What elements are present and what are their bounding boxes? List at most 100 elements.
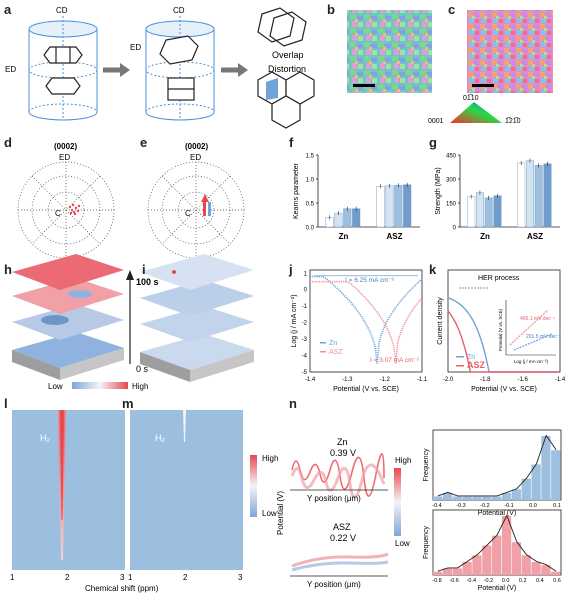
nmr-tick-2: 2 (65, 573, 70, 582)
bar (352, 208, 361, 228)
legend-swatch (320, 342, 326, 344)
panel-label-m: m (122, 396, 134, 411)
nmr-tick-3b: 3 (238, 573, 243, 582)
nmr-tick-1b: 1 (128, 573, 133, 582)
histogram-bar (472, 496, 482, 500)
histogram-bar (482, 496, 492, 500)
hi-high: High (132, 382, 148, 391)
x-tick-label: -1.1 (417, 377, 428, 383)
histogram-bar (492, 496, 502, 500)
x-axis-label: Potential (V) (478, 510, 517, 517)
cylinder-2 (145, 16, 215, 121)
y-tick-label: -1 (302, 304, 308, 310)
bar (493, 195, 502, 228)
panel-label-c: c (448, 2, 456, 17)
category-label: Zn (339, 232, 349, 241)
tafel-zn: 201.5 mV dec⁻¹ (526, 334, 561, 340)
bar (394, 185, 403, 228)
histogram-bar (531, 561, 541, 575)
histogram-bar (472, 555, 482, 575)
n-zn-value: 0.39 V (330, 448, 356, 458)
histogram-bar (462, 561, 472, 575)
n-xlabel-bottom: Y position (μm) (307, 580, 361, 589)
h2-label-m: H₂ (155, 433, 165, 443)
panel-label-j: j (289, 262, 293, 277)
histogram-bar (433, 571, 443, 575)
x-tick-label: 0.6 (553, 578, 561, 584)
nmr-tick-3a: 3 (120, 573, 125, 582)
x-tick-label: -0.4 (467, 578, 476, 584)
ipf-0001: 0001 (428, 118, 444, 125)
histogram-bar (541, 565, 551, 575)
inset-axes (505, 300, 556, 356)
legend-swatch (456, 365, 464, 367)
y-axis-label: Log (j / mA cm⁻²) (291, 294, 298, 347)
y-tick-label: -5 (302, 370, 308, 376)
panel-label-h: h (4, 262, 12, 277)
histogram-bar (521, 555, 531, 575)
y-tick-label: 450 (446, 154, 457, 160)
bar (343, 208, 352, 228)
n-high: High (395, 456, 411, 465)
hex-basal-1 (45, 77, 81, 95)
chart-tafel: -1.4 -1.3 -1.2 -1.1 1 0 -1 -2 -3 -4 -5 Potential (V… (291, 269, 428, 393)
histogram-bar (452, 568, 462, 575)
pole-title-d: (0002) (54, 142, 77, 151)
n-low: Low (395, 539, 410, 548)
panel-label-f: f (289, 135, 294, 150)
bar (526, 160, 534, 228)
bar (543, 163, 552, 228)
nmr-tick-2b: 2 (183, 573, 188, 582)
category-label: ASZ (387, 232, 403, 241)
inset-zn-line (513, 333, 553, 351)
nmr-map-m: H₂ (130, 410, 243, 570)
y-axis-label: Current density (437, 297, 444, 345)
legend-label: ASZ (329, 349, 343, 356)
y-tick-label: 1.5 (306, 154, 315, 160)
hex-prism-1 (43, 46, 83, 64)
cd-label-1: CD (56, 6, 68, 15)
pole-figure-e: (0002) ED C (147, 142, 245, 259)
x-tick-label: -0.4 (432, 503, 441, 509)
histogram-bar (433, 496, 443, 500)
rect-2 (167, 77, 195, 101)
i-asz-label: I = 3.07 mA cm⁻² (370, 357, 420, 364)
pole-points-d (68, 203, 81, 216)
series-line-zn (310, 275, 423, 364)
panel-label-l: l (4, 396, 8, 411)
legend-label: Zn (329, 340, 337, 347)
x-tick-label: -2.0 (443, 377, 454, 383)
fit-curve (437, 434, 557, 497)
y-tick-label: -2 (302, 321, 308, 327)
bar (467, 196, 476, 228)
panel-label-d: d (4, 135, 12, 150)
x-tick-label: -0.1 (504, 503, 513, 509)
x-tick-label: 0.4 (536, 578, 544, 584)
x-tick-label: -0.2 (484, 578, 493, 584)
histogram-bar (452, 496, 462, 500)
bar (517, 162, 526, 228)
inset-xlabel: Log (j / mA cm⁻²) (514, 359, 549, 364)
pole-ed-e: ED (190, 153, 201, 162)
cylinder-1 (28, 16, 98, 121)
plot-frame (309, 269, 423, 373)
x-tick-label: 0.0 (502, 578, 510, 584)
histogram-bar (511, 489, 522, 500)
legend-label: ASZ (467, 360, 486, 370)
bar (476, 192, 484, 228)
ebsd-map-asz (467, 10, 553, 93)
scale-bar-b (353, 84, 375, 87)
pole-title-e: (0002) (185, 142, 208, 151)
category-label: ASZ (527, 232, 543, 241)
distortion-label: Distortion (268, 64, 306, 74)
ed-label-2: ED (130, 43, 141, 52)
y-tick-label: -3 (302, 337, 308, 343)
nmr-xlabel: Chemical shift (ppm) (85, 584, 159, 593)
y-tick-label: 0 (453, 226, 457, 232)
bar (534, 165, 543, 228)
panel-label-i: i (142, 262, 146, 277)
ipf-01-10: 01̅10 (463, 94, 479, 102)
x-tick-label: -1.4 (305, 377, 316, 383)
i-zn-label: I = 6.25 mA cm⁻² (345, 277, 395, 284)
y-tick-label: 300 (446, 178, 457, 184)
